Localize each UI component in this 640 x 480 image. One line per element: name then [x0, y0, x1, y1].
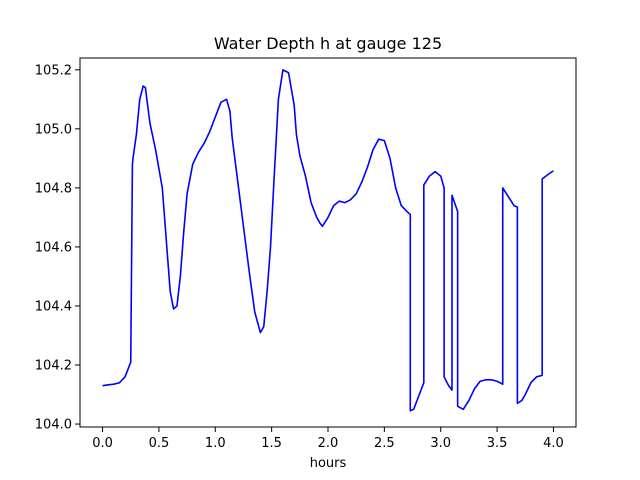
- y-tick-label: 105.0: [35, 122, 72, 137]
- x-tick-label: 3.5: [487, 436, 508, 451]
- y-tick-label: 104.2: [35, 359, 72, 374]
- plot-lines: [102, 69, 554, 412]
- x-axis-label: hours: [310, 456, 347, 471]
- y-tick-label: 104.8: [35, 181, 72, 196]
- y-axis: 104.0 104.2 104.4 104.6 104.8 105.0 105.2: [35, 63, 80, 433]
- y-tick-label: 104.6: [35, 240, 72, 255]
- x-tick-label: 2.0: [318, 436, 339, 451]
- x-tick-label: 2.5: [374, 436, 395, 451]
- plot-frame: [79, 57, 577, 428]
- y-tick-label: 105.2: [35, 63, 72, 78]
- y-tick-label: 104.4: [35, 299, 72, 314]
- x-tick-label: 1.5: [261, 436, 282, 451]
- x-tick-label: 0.5: [149, 436, 170, 451]
- x-tick-label: 0.0: [92, 436, 113, 451]
- x-tick-label: 1.0: [205, 436, 226, 451]
- y-tick-label: 104.0: [35, 418, 72, 433]
- x-tick-label: 3.0: [430, 436, 451, 451]
- chart-title: Water Depth h at gauge 125: [214, 34, 442, 53]
- x-tick-label: 4.0: [543, 436, 564, 451]
- series-line-0: [102, 69, 554, 412]
- x-axis: 0.0 0.5 1.0 1.5 2.0 2.5 3.0 3.5 4.0: [92, 427, 564, 451]
